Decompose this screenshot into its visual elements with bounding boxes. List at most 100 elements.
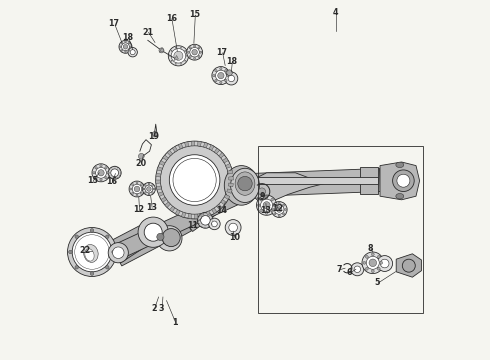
Text: 10: 10 <box>229 233 240 242</box>
Ellipse shape <box>185 50 186 51</box>
Circle shape <box>119 40 132 53</box>
Text: 22: 22 <box>79 247 91 256</box>
Ellipse shape <box>224 166 259 205</box>
Circle shape <box>151 192 153 193</box>
Text: 15: 15 <box>189 10 200 19</box>
Ellipse shape <box>235 172 255 195</box>
Circle shape <box>140 192 143 194</box>
Text: 7: 7 <box>337 265 342 274</box>
Circle shape <box>198 55 200 58</box>
Ellipse shape <box>396 194 404 199</box>
Circle shape <box>402 259 416 272</box>
Circle shape <box>100 179 102 181</box>
Polygon shape <box>168 150 245 195</box>
Circle shape <box>111 169 119 177</box>
Circle shape <box>380 259 389 268</box>
Circle shape <box>213 75 215 77</box>
Ellipse shape <box>185 60 186 61</box>
Circle shape <box>351 263 364 276</box>
Polygon shape <box>195 214 198 219</box>
Ellipse shape <box>171 50 172 51</box>
Circle shape <box>75 235 78 239</box>
Circle shape <box>95 177 97 179</box>
Circle shape <box>139 153 144 159</box>
Circle shape <box>105 167 107 169</box>
Polygon shape <box>178 144 183 149</box>
Circle shape <box>187 44 202 60</box>
Circle shape <box>366 267 368 270</box>
Circle shape <box>225 220 241 235</box>
Circle shape <box>105 235 109 239</box>
Text: 18: 18 <box>226 57 237 66</box>
Text: 17: 17 <box>108 19 119 28</box>
Circle shape <box>274 205 284 214</box>
Circle shape <box>198 47 200 49</box>
Circle shape <box>271 210 273 212</box>
Circle shape <box>112 250 116 254</box>
Circle shape <box>257 195 277 215</box>
Polygon shape <box>185 142 189 147</box>
Circle shape <box>123 45 128 49</box>
Circle shape <box>143 183 155 195</box>
Circle shape <box>257 204 260 207</box>
Text: 4: 4 <box>332 8 338 17</box>
Circle shape <box>145 185 153 193</box>
Text: 16: 16 <box>106 177 117 186</box>
Circle shape <box>271 198 273 201</box>
Circle shape <box>128 48 137 57</box>
Ellipse shape <box>170 55 171 57</box>
Circle shape <box>138 217 169 247</box>
Polygon shape <box>197 141 201 146</box>
Circle shape <box>194 45 196 47</box>
Circle shape <box>273 204 276 207</box>
Polygon shape <box>188 214 192 219</box>
Circle shape <box>225 69 227 72</box>
Circle shape <box>200 51 202 53</box>
Polygon shape <box>175 210 180 215</box>
Polygon shape <box>165 202 171 207</box>
Circle shape <box>261 199 272 211</box>
Circle shape <box>90 272 94 275</box>
Ellipse shape <box>85 249 94 261</box>
Circle shape <box>397 174 410 187</box>
Circle shape <box>148 193 150 195</box>
Circle shape <box>142 188 144 190</box>
Text: 17: 17 <box>216 48 227 57</box>
Circle shape <box>145 185 146 186</box>
Polygon shape <box>167 223 192 242</box>
Circle shape <box>105 265 109 269</box>
Circle shape <box>377 256 380 258</box>
Circle shape <box>157 226 182 251</box>
Circle shape <box>72 232 112 272</box>
Circle shape <box>75 265 78 269</box>
Polygon shape <box>224 194 230 199</box>
Text: 12: 12 <box>133 205 145 214</box>
Circle shape <box>90 229 94 232</box>
Circle shape <box>171 49 186 63</box>
Circle shape <box>157 233 164 240</box>
Circle shape <box>274 213 276 215</box>
Circle shape <box>371 270 374 273</box>
Circle shape <box>263 202 270 209</box>
Circle shape <box>136 182 138 184</box>
Circle shape <box>380 261 383 264</box>
Circle shape <box>284 208 287 211</box>
Polygon shape <box>161 197 167 202</box>
Circle shape <box>124 41 126 42</box>
Circle shape <box>187 51 190 53</box>
Circle shape <box>212 221 217 227</box>
Circle shape <box>354 266 361 273</box>
Circle shape <box>192 49 197 55</box>
Polygon shape <box>114 229 157 263</box>
Text: 19: 19 <box>147 132 159 141</box>
Circle shape <box>134 186 140 192</box>
Circle shape <box>153 188 155 190</box>
Circle shape <box>147 187 151 191</box>
Text: 13: 13 <box>146 202 157 212</box>
Circle shape <box>107 172 109 174</box>
Ellipse shape <box>180 63 182 64</box>
Text: 3: 3 <box>159 304 164 313</box>
Polygon shape <box>163 155 169 160</box>
Polygon shape <box>219 153 224 158</box>
Text: 1: 1 <box>172 318 177 327</box>
